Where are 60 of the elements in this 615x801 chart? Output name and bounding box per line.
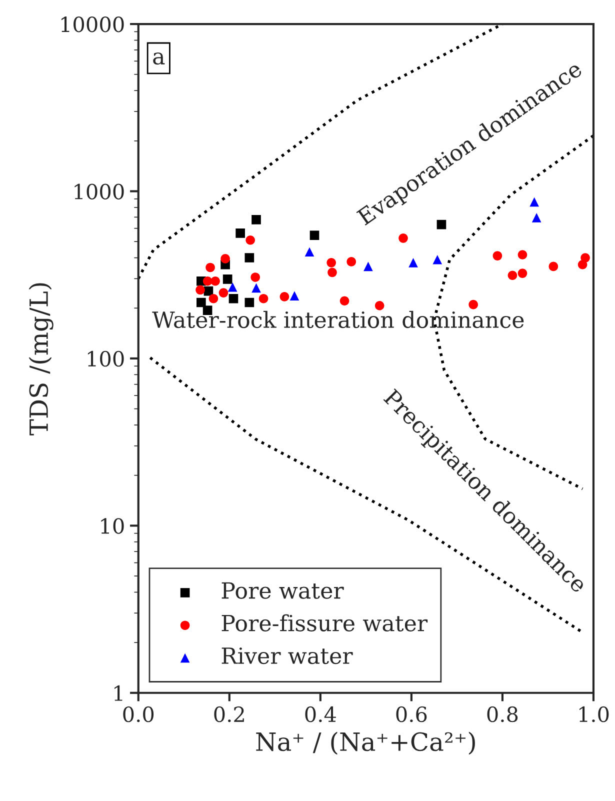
x-tick-label: 0.2 <box>214 706 244 722</box>
point <box>580 253 590 262</box>
point <box>244 253 254 262</box>
point <box>374 300 384 310</box>
line-series <box>148 356 584 634</box>
point <box>252 215 261 224</box>
point <box>222 274 232 284</box>
point <box>518 268 528 278</box>
point <box>210 276 220 286</box>
point <box>290 291 300 300</box>
point <box>244 298 254 308</box>
x-axis-title: Na⁺ / (Na⁺+Ca²⁺) <box>256 732 475 755</box>
point <box>346 257 356 266</box>
point <box>518 250 528 260</box>
x-tick-label: 1.0 <box>579 706 609 722</box>
point <box>532 213 542 222</box>
point <box>236 228 245 238</box>
point <box>196 285 205 295</box>
legend-label: River water <box>222 647 353 664</box>
point <box>432 254 442 264</box>
point <box>530 197 539 207</box>
annotation: a <box>153 52 165 65</box>
point <box>408 258 418 268</box>
point <box>398 234 408 243</box>
point <box>310 230 320 240</box>
point <box>218 288 228 298</box>
x-tick-label: 0.6 <box>396 706 427 722</box>
point <box>206 262 215 272</box>
point <box>196 298 206 308</box>
point <box>202 276 212 286</box>
point <box>548 262 558 272</box>
legend-label: Pore-fissure water <box>222 614 428 632</box>
x-tick-label: 0.8 <box>487 706 518 722</box>
point <box>492 251 502 260</box>
x-tick-label: 0.0 <box>123 706 154 722</box>
x-tick-label: 0.4 <box>305 706 336 722</box>
point <box>508 270 518 280</box>
point <box>304 247 314 257</box>
y-tick-label: 10 <box>101 518 124 534</box>
point <box>326 258 336 268</box>
y-tick-label: 1000 <box>74 184 124 200</box>
point <box>340 296 350 306</box>
y-axis-title: TDS /(mg/L) <box>28 283 54 436</box>
y-tick-label: 100 <box>88 350 124 367</box>
point <box>258 294 268 304</box>
point <box>468 300 478 310</box>
point <box>252 283 261 293</box>
point <box>364 262 373 272</box>
point <box>250 272 260 282</box>
point <box>220 254 230 264</box>
point <box>246 235 255 245</box>
point <box>228 282 238 292</box>
point <box>228 294 238 304</box>
point <box>328 268 337 278</box>
point <box>208 294 218 304</box>
y-tick-label: 1 <box>114 685 122 701</box>
annotation: Water-rock interation dominance <box>152 310 524 328</box>
point <box>280 292 290 302</box>
legend-label: Pore water <box>222 582 344 599</box>
y-tick-label: 10000 <box>61 16 124 32</box>
